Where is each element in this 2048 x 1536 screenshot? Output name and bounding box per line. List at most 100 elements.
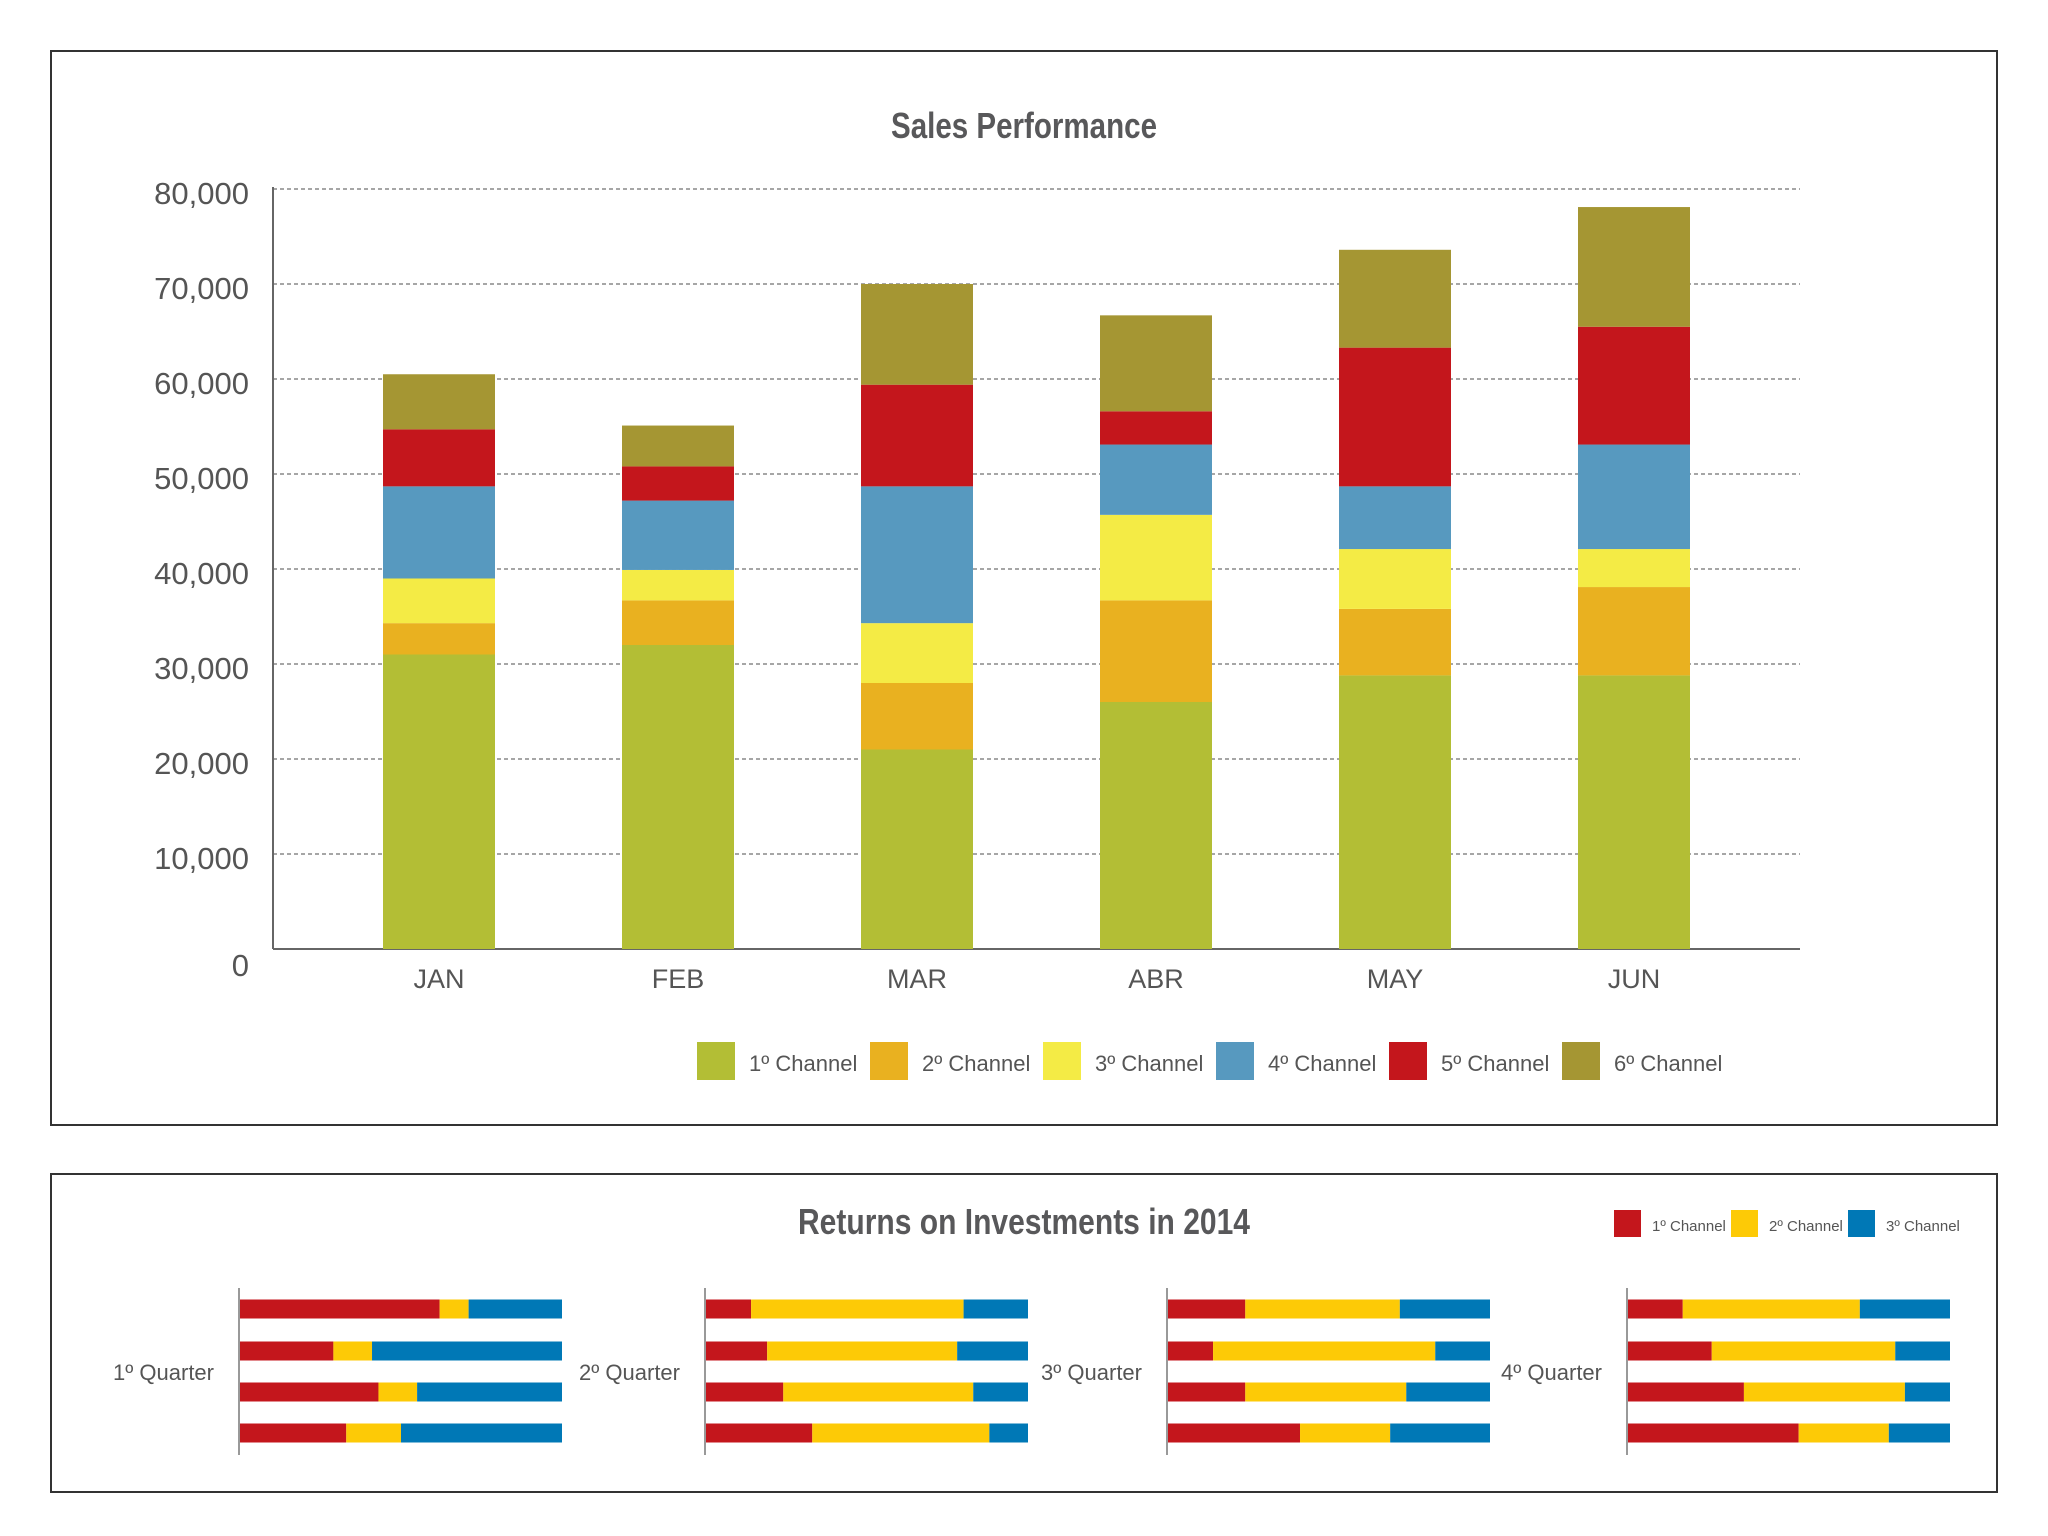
y-tick-label: 20,000 [154, 746, 249, 781]
roi-bar-segment [240, 1341, 334, 1361]
bar-segment [1339, 249, 1451, 348]
bar-segment [622, 425, 734, 467]
x-tick-label: MAR [887, 964, 947, 994]
bar-segment [861, 486, 973, 624]
roi-bar-segment [751, 1299, 964, 1319]
legend-label: 1º Channel [749, 1051, 857, 1076]
roi-legend-swatch [1848, 1210, 1875, 1237]
legend-swatch [1216, 1042, 1254, 1080]
roi-bar-segment [1895, 1341, 1950, 1361]
roi-bar-segment [417, 1382, 562, 1402]
bar-segment [1100, 702, 1212, 949]
bar-segment [383, 578, 495, 624]
roi-bar-segment [783, 1382, 974, 1402]
legend-swatch [697, 1042, 735, 1080]
bar-segment [1339, 608, 1451, 676]
roi-panel-border [50, 1173, 1998, 1493]
quarter-label: 1º Quarter [113, 1360, 214, 1385]
roi-bar-segment [989, 1423, 1028, 1443]
x-tick-label: JAN [413, 964, 464, 994]
roi-bar-segment [1168, 1299, 1246, 1319]
bar-segment [622, 600, 734, 645]
roi-legend-label: 2º Channel [1769, 1218, 1843, 1235]
bar-segment [1100, 514, 1212, 601]
roi-bar-segment [706, 1382, 784, 1402]
roi-bar-segment [1245, 1382, 1407, 1402]
quarter-label: 2º Quarter [579, 1360, 680, 1385]
bar-segment [1578, 587, 1690, 676]
legend-label: 3º Channel [1095, 1051, 1203, 1076]
bar-segment [1578, 326, 1690, 445]
y-tick-label: 70,000 [154, 271, 249, 306]
bar-segment [1578, 549, 1690, 588]
y-tick-label: 60,000 [154, 366, 249, 401]
legend-label: 4º Channel [1268, 1051, 1376, 1076]
roi-bar-segment [1628, 1382, 1744, 1402]
bar-segment [383, 486, 495, 579]
bar-segment [861, 284, 973, 385]
bar-segment [383, 623, 495, 655]
roi-bar-segment [1213, 1341, 1436, 1361]
roi-bar-segment [957, 1341, 1028, 1361]
quarter-label: 3º Quarter [1041, 1360, 1142, 1385]
roi-bar-segment [706, 1423, 813, 1443]
x-tick-label: ABR [1128, 964, 1184, 994]
roi-bar-segment [346, 1423, 401, 1443]
roi-bar-segment [1399, 1299, 1490, 1319]
roi-bar-segment [378, 1382, 418, 1402]
legend-swatch [870, 1042, 908, 1080]
roi-bar-segment [812, 1423, 990, 1443]
bar-segment [622, 500, 734, 570]
roi-bar-segment [1168, 1341, 1214, 1361]
roi-legend-swatch [1731, 1210, 1758, 1237]
x-tick-label: MAY [1367, 964, 1424, 994]
bar-segment [622, 645, 734, 949]
roi-bar-segment [706, 1341, 768, 1361]
roi-bar-segment [1859, 1299, 1950, 1319]
legend-label: 6º Channel [1614, 1051, 1722, 1076]
bar-segment [1339, 549, 1451, 609]
bar-segment [622, 466, 734, 501]
roi-bar-segment [1888, 1423, 1950, 1443]
bar-segment [861, 623, 973, 683]
roi-legend-label: 3º Channel [1886, 1218, 1960, 1235]
roi-legend-swatch [1614, 1210, 1641, 1237]
bar-segment [1578, 675, 1690, 949]
bar-segment [861, 683, 973, 750]
roi-bar-segment [1798, 1423, 1889, 1443]
y-tick-label: 30,000 [154, 651, 249, 686]
roi-legend-label: 1º Channel [1652, 1218, 1726, 1235]
roi-bar-segment [468, 1299, 562, 1319]
roi-bar-segment [240, 1382, 379, 1402]
y-tick-label: 10,000 [154, 841, 249, 876]
roi-bar-segment [1711, 1341, 1896, 1361]
sales-panel-border [50, 50, 1998, 1126]
y-tick-label: 50,000 [154, 461, 249, 496]
bar-segment [1100, 444, 1212, 515]
roi-bar-segment [240, 1423, 347, 1443]
roi-bar-segment [706, 1299, 752, 1319]
roi-bar-segment [1682, 1299, 1860, 1319]
bar-segment [1339, 675, 1451, 949]
bar-segment [1339, 347, 1451, 487]
legend-label: 5º Channel [1441, 1051, 1549, 1076]
legend-swatch [1562, 1042, 1600, 1080]
roi-bar-segment [372, 1341, 562, 1361]
bar-segment [1578, 444, 1690, 550]
bar-segment [1100, 411, 1212, 445]
roi-bar-segment [973, 1382, 1028, 1402]
roi-bar-segment [1628, 1423, 1799, 1443]
quarter-label: 4º Quarter [1501, 1360, 1602, 1385]
roi-bar-segment [1406, 1382, 1490, 1402]
roi-bar-segment [1743, 1382, 1905, 1402]
bar-segment [861, 384, 973, 487]
roi-bar-segment [1390, 1423, 1490, 1443]
roi-bar-segment [1628, 1341, 1712, 1361]
y-tick-label: 0 [232, 948, 249, 983]
roi-bar-segment [1628, 1299, 1683, 1319]
roi-bar-segment [1300, 1423, 1391, 1443]
y-tick-label: 40,000 [154, 556, 249, 591]
bar-segment [622, 569, 734, 601]
bar-segment [1100, 315, 1212, 412]
bar-segment [861, 749, 973, 949]
